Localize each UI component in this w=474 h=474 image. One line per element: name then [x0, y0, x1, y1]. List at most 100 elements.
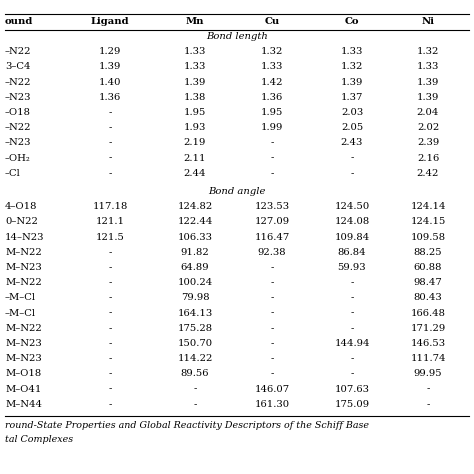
Text: 1.99: 1.99	[261, 123, 283, 132]
Text: 144.94: 144.94	[334, 339, 370, 348]
Text: -: -	[270, 278, 273, 287]
Text: 127.09: 127.09	[255, 218, 290, 227]
Text: M–O18: M–O18	[5, 369, 41, 378]
Text: 1.39: 1.39	[417, 78, 439, 87]
Text: 1.33: 1.33	[341, 47, 363, 56]
Text: -: -	[350, 278, 354, 287]
Text: –N22: –N22	[5, 47, 31, 56]
Text: 1.39: 1.39	[99, 63, 121, 72]
Text: 124.14: 124.14	[410, 202, 446, 211]
Text: 2.44: 2.44	[184, 169, 206, 178]
Text: -: -	[109, 108, 112, 117]
Text: –N22: –N22	[5, 123, 31, 132]
Text: -: -	[109, 309, 112, 318]
Text: -: -	[270, 293, 273, 302]
Text: 99.95: 99.95	[414, 369, 442, 378]
Text: tal Complexes: tal Complexes	[5, 435, 73, 444]
Text: -: -	[109, 339, 112, 348]
Text: 122.44: 122.44	[177, 218, 213, 227]
Text: 1.39: 1.39	[184, 78, 206, 87]
Text: Co: Co	[345, 17, 359, 26]
Text: -: -	[270, 339, 273, 348]
Text: -: -	[109, 384, 112, 393]
Text: Mn: Mn	[186, 17, 204, 26]
Text: 98.47: 98.47	[414, 278, 442, 287]
Text: 1.33: 1.33	[184, 63, 206, 72]
Text: 92.38: 92.38	[258, 248, 286, 257]
Text: 60.88: 60.88	[414, 263, 442, 272]
Text: 2.11: 2.11	[184, 154, 206, 163]
Text: 1.38: 1.38	[184, 93, 206, 102]
Text: –Cl: –Cl	[5, 169, 21, 178]
Text: 1.33: 1.33	[261, 63, 283, 72]
Text: ound: ound	[5, 17, 33, 26]
Text: 1.29: 1.29	[99, 47, 121, 56]
Text: 2.03: 2.03	[341, 108, 363, 117]
Text: 2.02: 2.02	[417, 123, 439, 132]
Text: 0–N22: 0–N22	[5, 218, 38, 227]
Text: round-State Properties and Global Reactivity Descriptors of the Schiff Base: round-State Properties and Global Reacti…	[5, 421, 369, 430]
Text: Cu: Cu	[264, 17, 280, 26]
Text: 2.19: 2.19	[184, 138, 206, 147]
Text: 3–C4: 3–C4	[5, 63, 30, 72]
Text: 79.98: 79.98	[181, 293, 210, 302]
Text: 116.47: 116.47	[255, 233, 290, 242]
Text: 89.56: 89.56	[181, 369, 209, 378]
Text: -: -	[270, 309, 273, 318]
Text: 123.53: 123.53	[255, 202, 290, 211]
Text: -: -	[109, 263, 112, 272]
Text: 164.13: 164.13	[177, 309, 213, 318]
Text: 171.29: 171.29	[410, 324, 446, 333]
Text: M–N23: M–N23	[5, 263, 42, 272]
Text: -: -	[109, 278, 112, 287]
Text: 1.32: 1.32	[261, 47, 283, 56]
Text: -: -	[270, 154, 273, 163]
Text: -: -	[270, 354, 273, 363]
Text: Ni: Ni	[421, 17, 435, 26]
Text: M–O41: M–O41	[5, 384, 41, 393]
Text: 1.36: 1.36	[261, 93, 283, 102]
Text: 1.37: 1.37	[341, 93, 363, 102]
Text: 1.39: 1.39	[341, 78, 363, 87]
Text: 2.16: 2.16	[417, 154, 439, 163]
Text: 146.53: 146.53	[410, 339, 446, 348]
Text: 1.42: 1.42	[261, 78, 283, 87]
Text: -: -	[109, 169, 112, 178]
Text: 80.43: 80.43	[414, 293, 442, 302]
Text: 166.48: 166.48	[410, 309, 446, 318]
Text: -: -	[109, 154, 112, 163]
Text: 1.32: 1.32	[417, 47, 439, 56]
Text: 2.04: 2.04	[417, 108, 439, 117]
Text: 124.08: 124.08	[334, 218, 370, 227]
Text: 100.24: 100.24	[177, 278, 213, 287]
Text: -: -	[350, 293, 354, 302]
Text: –N23: –N23	[5, 93, 31, 102]
Text: M–N22: M–N22	[5, 248, 42, 257]
Text: 1.36: 1.36	[99, 93, 121, 102]
Text: 1.33: 1.33	[184, 47, 206, 56]
Text: 1.95: 1.95	[261, 108, 283, 117]
Text: 146.07: 146.07	[255, 384, 290, 393]
Text: -: -	[270, 324, 273, 333]
Text: 109.58: 109.58	[410, 233, 446, 242]
Text: -: -	[350, 354, 354, 363]
Text: -: -	[426, 400, 430, 409]
Text: 59.93: 59.93	[337, 263, 366, 272]
Text: 1.93: 1.93	[184, 123, 206, 132]
Text: 1.33: 1.33	[417, 63, 439, 72]
Text: -: -	[350, 169, 354, 178]
Text: -: -	[109, 400, 112, 409]
Text: –O18: –O18	[5, 108, 31, 117]
Text: 86.84: 86.84	[337, 248, 366, 257]
Text: 1.95: 1.95	[184, 108, 206, 117]
Text: –OH₂: –OH₂	[5, 154, 31, 163]
Text: 2.39: 2.39	[417, 138, 439, 147]
Text: -: -	[350, 309, 354, 318]
Text: -: -	[109, 324, 112, 333]
Text: M–N23: M–N23	[5, 354, 42, 363]
Text: -: -	[270, 263, 273, 272]
Text: 88.25: 88.25	[414, 248, 442, 257]
Text: 121.1: 121.1	[95, 218, 125, 227]
Text: -: -	[270, 369, 273, 378]
Text: -: -	[109, 248, 112, 257]
